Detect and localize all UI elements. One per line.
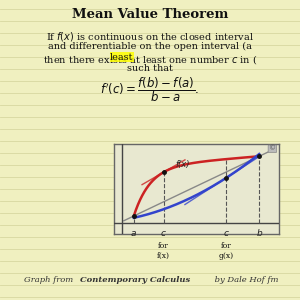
Text: by Dale Hof fm: by Dale Hof fm [212, 275, 278, 284]
Text: $f'(c) = \dfrac{f(b) - f(a)}{b - a}.$: $f'(c) = \dfrac{f(b) - f(a)}{b - a}.$ [100, 76, 200, 104]
Text: and differentiable on the open interval (a: and differentiable on the open interval … [48, 41, 252, 50]
Text: b: b [256, 229, 262, 238]
Text: for: for [158, 242, 169, 250]
Text: a: a [131, 229, 136, 238]
Text: Mean Value Theorem: Mean Value Theorem [72, 8, 228, 20]
Text: least: least [110, 53, 134, 62]
Text: f(x): f(x) [157, 252, 170, 260]
Text: c: c [224, 229, 229, 238]
Text: such that: such that [127, 64, 173, 73]
Text: If $f(x)$ is continuous on the closed interval: If $f(x)$ is continuous on the closed in… [46, 30, 254, 43]
Text: then there exists at least one number $c$ in (: then there exists at least one number $c… [43, 53, 257, 66]
Text: Graph from: Graph from [24, 275, 76, 284]
Text: g(x): g(x) [219, 252, 234, 260]
Text: f(x): f(x) [175, 160, 190, 169]
Text: ©: © [269, 146, 276, 152]
Text: c: c [161, 229, 166, 238]
Text: Contemporary Calculus: Contemporary Calculus [80, 275, 190, 284]
Text: for: for [221, 242, 232, 250]
